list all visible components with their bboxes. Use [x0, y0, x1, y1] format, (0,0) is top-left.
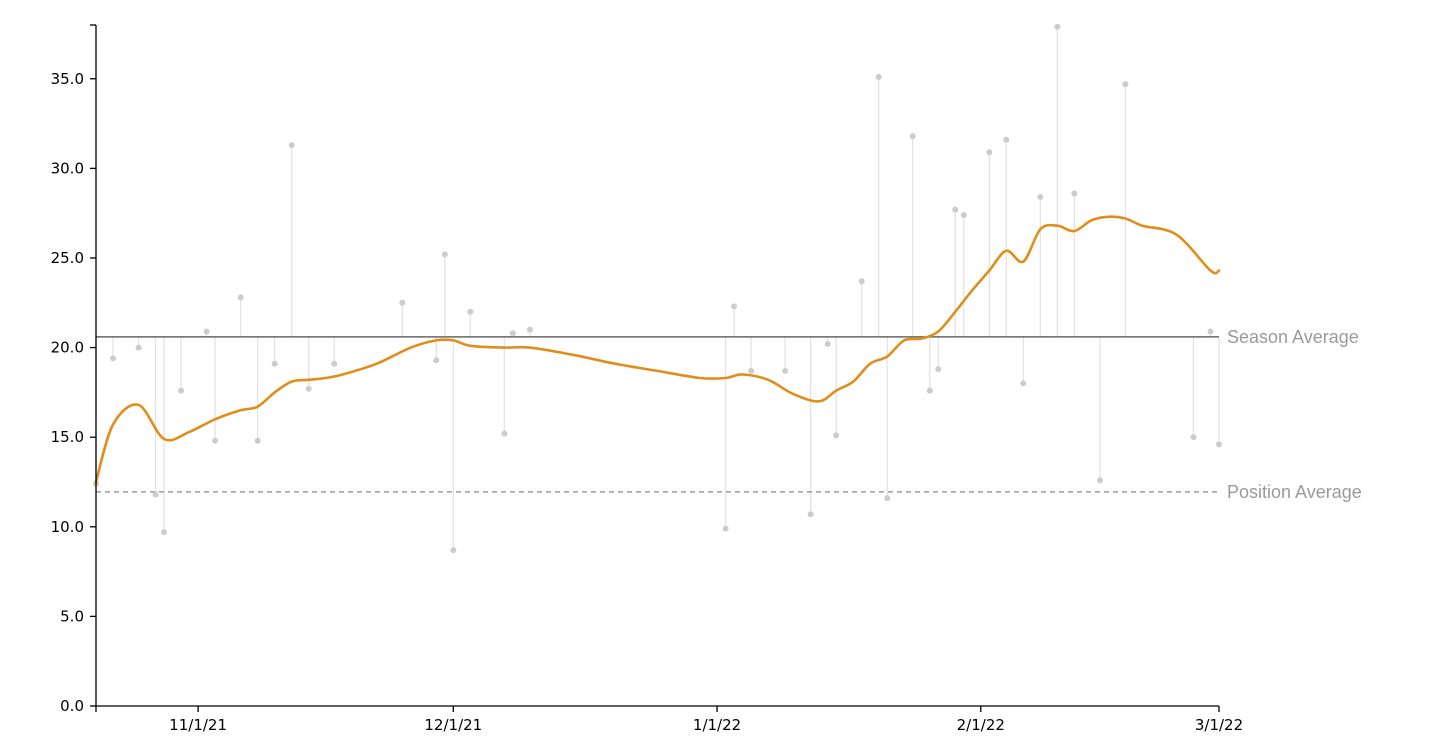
game-point	[986, 149, 993, 156]
x-tick-label: 11/1/21	[169, 716, 227, 734]
x-tick-label: 3/1/22	[1195, 716, 1243, 734]
game-point	[501, 430, 508, 437]
game-point	[331, 360, 338, 367]
game-point	[161, 529, 168, 536]
game-point	[748, 367, 755, 374]
y-tick-label: 15.0	[51, 428, 84, 446]
game-point	[1096, 477, 1103, 484]
game-point	[1020, 380, 1027, 387]
game-point	[254, 437, 261, 444]
game-point	[110, 355, 117, 362]
game-point	[722, 525, 729, 532]
game-point	[952, 206, 959, 213]
game-point	[731, 303, 738, 310]
game-point	[441, 251, 448, 258]
game-point	[926, 387, 933, 394]
game-point	[237, 294, 244, 301]
game-point	[935, 366, 942, 373]
game-point	[960, 211, 967, 218]
game-point	[509, 330, 516, 337]
game-point	[1207, 328, 1214, 335]
y-tick-label: 20.0	[51, 339, 84, 357]
game-point	[135, 344, 142, 351]
game-point	[1037, 194, 1044, 201]
game-point	[1190, 434, 1197, 441]
game-point	[909, 133, 916, 140]
game-point	[399, 299, 406, 306]
game-point	[203, 328, 210, 335]
game-point	[875, 73, 882, 80]
game-point	[433, 357, 440, 364]
game-point	[782, 367, 789, 374]
x-tick-label: 1/1/22	[693, 716, 741, 734]
game-point	[807, 511, 814, 518]
season-average-label: Season Average	[1227, 327, 1359, 347]
trend-line	[94, 215, 1221, 484]
game-point	[305, 385, 312, 392]
axes: 0.0 5.0 10.0 15.0 20.0 25.0 30.0 35.0 11/1/21 12/…	[51, 24, 1243, 734]
x-tick-label: 2/1/22	[957, 716, 1005, 734]
game-point	[1003, 136, 1010, 143]
y-tick-label: 30.0	[51, 159, 84, 177]
game-point	[450, 547, 457, 554]
game-point	[1216, 441, 1222, 448]
position-average-label: Position Average	[1227, 482, 1362, 502]
game-points	[93, 23, 1222, 554]
game-point	[1122, 81, 1129, 88]
y-tick-label: 10.0	[51, 518, 84, 536]
game-point	[824, 340, 831, 347]
game-point	[884, 495, 891, 502]
game-point	[1071, 190, 1078, 197]
game-point	[467, 308, 474, 315]
y-tick-label: 5.0	[60, 607, 84, 625]
game-point	[152, 491, 159, 498]
y-tick-label: 25.0	[51, 249, 84, 267]
game-point	[833, 432, 840, 439]
x-tick-label: 12/1/21	[424, 716, 482, 734]
deviation-stems	[95, 26, 1220, 551]
y-tick-label: 35.0	[51, 70, 84, 88]
reference-lines: Season Average Position Average	[96, 327, 1362, 502]
game-point	[271, 360, 278, 367]
game-point	[858, 278, 865, 285]
y-tick-label: 0.0	[60, 697, 84, 715]
game-point	[288, 142, 295, 149]
game-point	[1054, 23, 1061, 30]
game-point	[526, 326, 533, 333]
game-point	[178, 387, 185, 394]
game-point	[212, 437, 219, 444]
